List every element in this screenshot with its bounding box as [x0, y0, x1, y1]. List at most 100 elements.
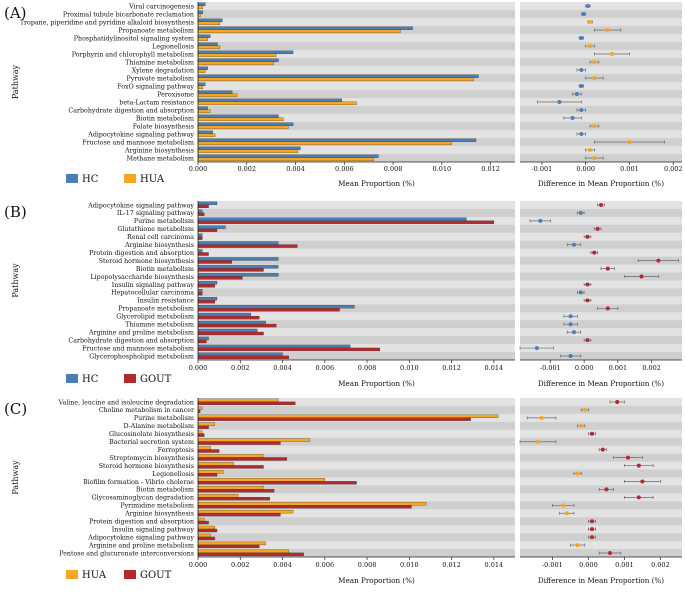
row-band — [520, 501, 682, 510]
bar-hc — [197, 241, 279, 245]
bar-hua — [197, 494, 239, 498]
bar-x-axis-title: Mean Proportion (%) — [338, 179, 415, 188]
category-label: Porphyrin and chlorophyll metabolism — [72, 51, 194, 58]
diff-point — [588, 44, 593, 48]
bar-tick-label: 0.014 — [485, 364, 504, 372]
diff-point — [568, 354, 573, 359]
diff-tick-label: 0.001 — [615, 561, 634, 569]
diff-point — [575, 471, 580, 476]
diff-point — [575, 543, 580, 548]
row-band — [520, 453, 682, 462]
legend-swatch — [124, 374, 136, 383]
category-label: Proximal tubule bicarbonate reclamation — [63, 11, 194, 18]
diff-tick-label: -0.001 — [540, 364, 561, 372]
row-band — [198, 256, 515, 265]
category-label: IL-17 signaling pathway — [117, 210, 195, 217]
bar-gout — [197, 520, 209, 525]
category-label: Arginine biosynthesis — [124, 147, 194, 154]
category-label: Biotin metabolism — [136, 115, 194, 122]
row-band — [198, 485, 515, 494]
row-band — [520, 517, 682, 526]
category-label: Legionellosis — [152, 471, 194, 478]
row-band — [198, 533, 515, 542]
row-band — [520, 421, 682, 430]
bar-tick-label: 0.010 — [433, 165, 452, 173]
row-band — [520, 122, 682, 130]
diff-point — [590, 527, 594, 532]
diff-x-axis-title: Difference in Mean Proportion (%) — [538, 576, 664, 585]
bar-hc — [197, 249, 203, 253]
panel-c: Valine, leucine and isoleucine degradati… — [4, 398, 682, 585]
category-label: Glucosinolate biosynthesis — [109, 431, 194, 438]
category-label: Glycosaminoglycan degradation — [92, 495, 194, 502]
bar-hc — [197, 50, 294, 54]
bar-hua — [197, 109, 211, 114]
category-label: Carbohydrate digestion and absorption — [68, 107, 194, 114]
bar-gout — [197, 425, 209, 429]
bar-gout — [197, 465, 264, 469]
row-band — [198, 42, 515, 50]
bar-hc — [197, 281, 218, 285]
bar-hc — [197, 344, 351, 349]
bar-hc — [197, 66, 208, 70]
bar-hua — [197, 541, 266, 546]
category-label: Pyrimidine metabolism — [120, 503, 194, 510]
bar-hua — [197, 45, 221, 50]
diff-point — [574, 92, 579, 96]
legend-swatch — [66, 174, 78, 183]
diff-tick-label: 0.000 — [576, 165, 595, 173]
bar-hc — [197, 58, 279, 62]
bar-hc — [197, 336, 209, 341]
diff-x-axis-title: Difference in Mean Proportion (%) — [538, 179, 664, 188]
bar-hc — [197, 312, 251, 317]
diff-tick-label: 0.002 — [664, 165, 683, 173]
bar-hua — [197, 77, 474, 82]
row-band — [520, 336, 682, 345]
bar-hc — [197, 265, 279, 269]
diff-point — [538, 218, 543, 223]
bar-gout — [197, 300, 216, 304]
diff-tick-label: 0.001 — [609, 364, 628, 372]
diff-point — [590, 535, 594, 540]
bar-hua — [197, 470, 224, 474]
category-label: Insulin signaling pathway — [112, 282, 195, 289]
diff-point — [578, 210, 583, 215]
bar-hua — [197, 29, 401, 34]
row-band — [198, 421, 515, 430]
bar-hua — [197, 53, 277, 58]
category-label: Arginine biosynthesis — [124, 242, 194, 249]
diff-point — [579, 36, 584, 40]
diff-point — [636, 463, 641, 468]
legend-label: HUA — [82, 570, 107, 581]
diff-point — [579, 68, 584, 72]
bar-hc — [197, 273, 279, 277]
row-band — [520, 256, 682, 265]
diff-point — [568, 322, 573, 327]
row-band — [198, 437, 515, 446]
panel-label: (A) — [4, 4, 27, 22]
category-label: Adipocytokine signaling pathway — [87, 534, 194, 541]
bar-hua — [197, 422, 216, 426]
diff-point — [605, 266, 610, 271]
bar-hua — [197, 85, 204, 90]
category-label: Methane metabolism — [127, 155, 194, 162]
bar-hua — [197, 93, 238, 98]
bar-hc — [197, 225, 226, 229]
row-band — [198, 58, 515, 66]
bar-gout — [197, 236, 203, 240]
bar-gout — [197, 212, 205, 216]
bar-hua — [197, 501, 427, 506]
panel-label: (C) — [4, 400, 27, 418]
bar-gout — [197, 244, 298, 248]
bar-gout — [197, 220, 495, 224]
diff-x-axis-title: Difference in Mean Proportion (%) — [538, 379, 664, 388]
diff-point — [564, 511, 569, 516]
row-band — [198, 10, 515, 18]
bar-hua — [197, 61, 274, 66]
bar-gout — [197, 339, 207, 344]
diff-point — [568, 314, 573, 319]
row-band — [520, 240, 682, 249]
category-label: Peroxisome — [157, 91, 194, 98]
bar-hua — [197, 5, 204, 10]
